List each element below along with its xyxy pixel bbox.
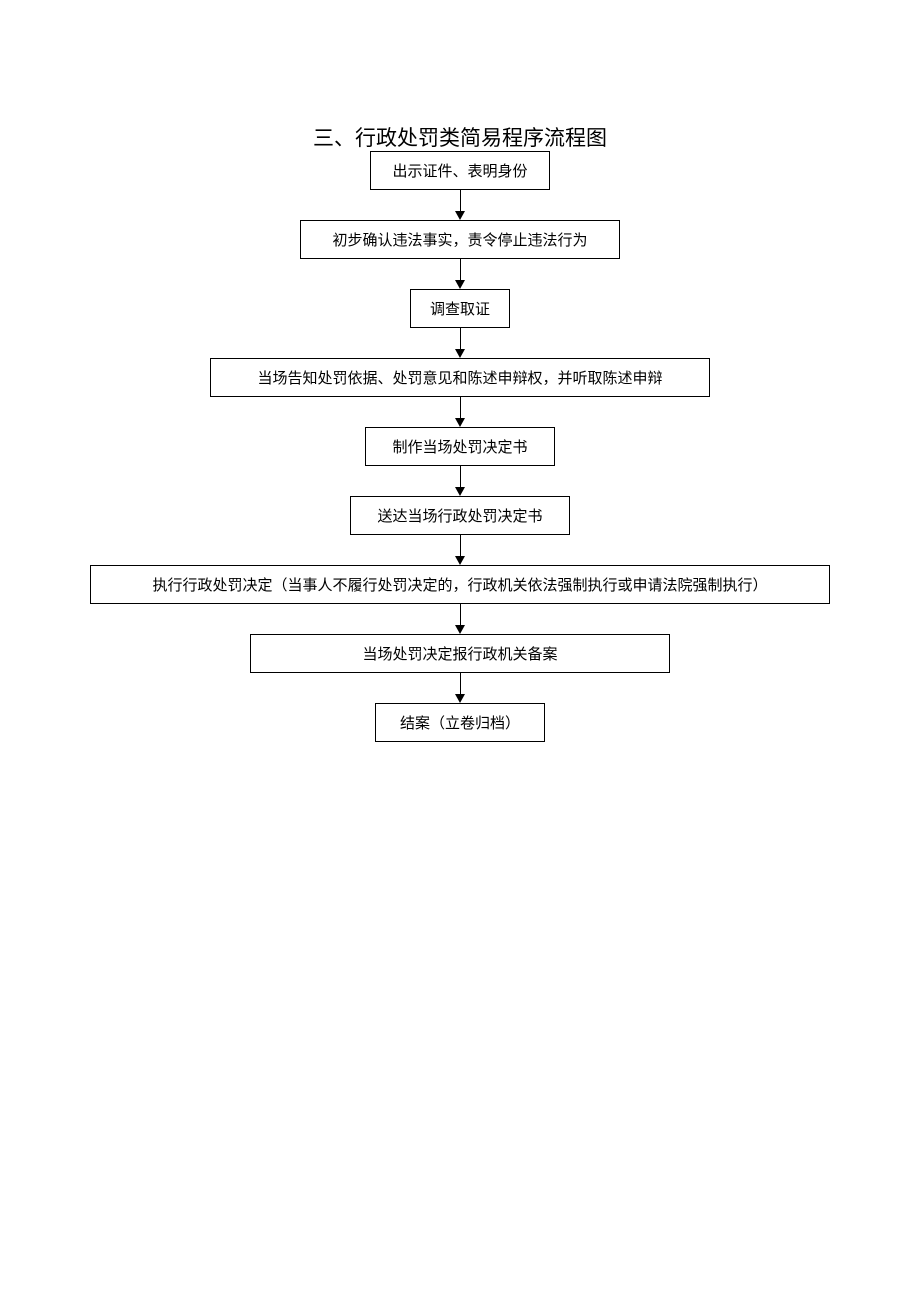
flowchart-arrow-n7-n8 [455, 604, 465, 634]
arrow-head-icon [455, 556, 465, 565]
arrow-head-icon [455, 694, 465, 703]
flowchart-node-n5: 制作当场处罚决定书 [365, 427, 555, 466]
flowchart-node-n3: 调查取证 [410, 289, 510, 328]
arrow-head-icon [455, 211, 465, 220]
flowchart-arrow-n3-n4 [455, 328, 465, 358]
arrow-line [460, 604, 461, 625]
arrow-head-icon [455, 487, 465, 496]
flowchart-node-n6: 送达当场行政处罚决定书 [350, 496, 570, 535]
arrow-line [460, 259, 461, 280]
flowchart-arrow-n4-n5 [455, 397, 465, 427]
flowchart-node-n8: 当场处罚决定报行政机关备案 [250, 634, 670, 673]
arrow-line [460, 328, 461, 349]
arrow-head-icon [455, 349, 465, 358]
flowchart-node-n1: 出示证件、表明身份 [370, 151, 550, 190]
flowchart-node-n9: 结案（立卷归档） [375, 703, 545, 742]
flowchart-node-n4: 当场告知处罚依据、处罚意见和陈述申辩权，并听取陈述申辩 [210, 358, 710, 397]
flowchart-node-n2: 初步确认违法事实，责令停止违法行为 [300, 220, 620, 259]
flowchart-container: 出示证件、表明身份初步确认违法事实，责令停止违法行为调查取证当场告知处罚依据、处… [90, 151, 830, 742]
page-title: 三、行政处罚类简易程序流程图 [313, 122, 607, 152]
arrow-line [460, 673, 461, 694]
arrow-line [460, 397, 461, 418]
arrow-line [460, 535, 461, 556]
arrow-line [460, 466, 461, 487]
arrow-head-icon [455, 280, 465, 289]
flowchart-arrow-n1-n2 [455, 190, 465, 220]
arrow-line [460, 190, 461, 211]
flowchart-node-n7: 执行行政处罚决定（当事人不履行处罚决定的，行政机关依法强制执行或申请法院强制执行… [90, 565, 830, 604]
arrow-head-icon [455, 418, 465, 427]
flowchart-arrow-n2-n3 [455, 259, 465, 289]
flowchart-arrow-n6-n7 [455, 535, 465, 565]
arrow-head-icon [455, 625, 465, 634]
flowchart-arrow-n8-n9 [455, 673, 465, 703]
flowchart-arrow-n5-n6 [455, 466, 465, 496]
